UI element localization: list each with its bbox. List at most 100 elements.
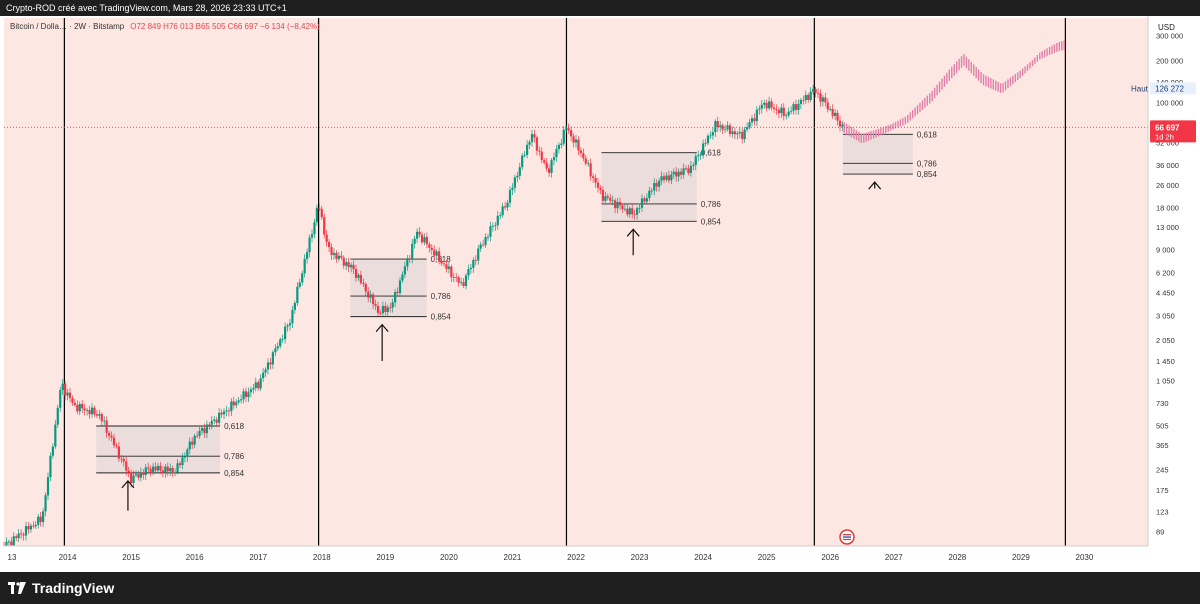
candle-body [504, 206, 507, 208]
time-axis-panel [0, 546, 1200, 572]
candle-body [90, 407, 94, 415]
candle-body [511, 187, 514, 190]
candle-body [396, 291, 399, 294]
candle-body [328, 241, 331, 248]
candle-body [203, 428, 206, 434]
candle-body [213, 419, 216, 421]
fib-level-label: 0,786 [917, 159, 938, 168]
candle-body [27, 526, 30, 530]
price-chart[interactable]: 0,618 0,786 0,854 0,618 0,786 0,854 0,618 0,786… [0, 16, 1200, 572]
candle-body [704, 143, 707, 145]
candle-body [95, 414, 98, 416]
candle-body [384, 306, 387, 312]
candle-body [623, 208, 626, 210]
candle-body [325, 234, 328, 242]
candle-body [232, 401, 235, 406]
candle-body [240, 399, 243, 401]
candle-body [159, 465, 162, 471]
candle-body [220, 412, 223, 415]
candle-body [606, 196, 609, 198]
year-tick-label: 2014 [59, 553, 77, 562]
candle-body [262, 372, 265, 379]
candle-body [242, 391, 245, 400]
year-tick-label: 2026 [821, 553, 839, 562]
candle-body [103, 420, 106, 422]
price-tick-label: 9 000 [1156, 246, 1175, 255]
candle-body [763, 102, 766, 105]
candle-body [147, 467, 150, 469]
candle-body [614, 200, 617, 209]
candle-body [638, 207, 641, 209]
flag-icon[interactable] [839, 529, 855, 545]
candle-body [636, 208, 639, 215]
candle-body [15, 536, 18, 538]
candle-body [452, 277, 455, 278]
candle-body [572, 136, 575, 143]
candle-body [640, 198, 644, 208]
candle-body [594, 177, 597, 183]
candle-body [288, 323, 292, 326]
candle-body [293, 303, 296, 310]
candle-body [670, 174, 673, 181]
candle-body [310, 234, 314, 238]
candle-body [127, 470, 130, 473]
candle-body [650, 190, 653, 192]
attribution-bar: Crypto-ROD créé avec TradingView.com, Ma… [0, 0, 1200, 16]
candle-body [753, 118, 756, 122]
candle-body [347, 262, 350, 268]
symbol-label[interactable]: Bitcoin / Dolla… · 2W · Bitstamp [10, 22, 125, 31]
candle-body [687, 168, 690, 174]
candle-body [379, 312, 382, 314]
candle-body [743, 129, 746, 140]
candle-body [342, 257, 345, 266]
candle-body [697, 155, 700, 157]
price-tick-label: 52 000 [1156, 139, 1179, 148]
candle-body [357, 274, 360, 278]
tradingview-logo[interactable]: TradingView [8, 576, 114, 600]
candle-body [186, 449, 189, 457]
candle-body [10, 541, 13, 546]
candle-body [782, 107, 785, 117]
candle-body [474, 259, 477, 261]
candle-body [665, 175, 668, 180]
candle-body [579, 150, 582, 154]
candle-body [482, 244, 485, 246]
candle-body [115, 445, 118, 447]
up-arrow-icon [121, 479, 135, 489]
candle-body [318, 207, 321, 209]
candle-body [210, 420, 213, 425]
candle-body [408, 258, 411, 260]
candle-body [702, 143, 705, 155]
candle-body [513, 177, 516, 188]
fib-level-label: 0,618 [701, 149, 722, 158]
tradingview-logo-icon [8, 582, 26, 595]
candle-body [692, 165, 695, 166]
candle-body [618, 201, 622, 206]
candle-body [748, 122, 751, 128]
fib-level-label: 0,786 [431, 292, 452, 301]
up-arrow-icon [375, 323, 389, 333]
candle-body [428, 244, 431, 248]
high-label: Haut [1131, 84, 1149, 93]
candle-body [731, 131, 734, 134]
candle-body [298, 282, 301, 287]
candle-body [166, 466, 169, 472]
candle-body [804, 94, 807, 101]
candle-body [819, 93, 822, 102]
candle-body [736, 133, 739, 135]
candle-body [78, 404, 81, 412]
year-tick-label: 2025 [758, 553, 776, 562]
candle-body [345, 262, 348, 266]
candle-body [775, 109, 778, 110]
candle-body [797, 103, 800, 110]
candle-body [335, 252, 338, 260]
candle-body [799, 99, 802, 104]
candle-body [530, 134, 534, 142]
candle-body [22, 534, 25, 536]
candle-body [156, 465, 160, 471]
price-tick-label: 6 200 [1156, 268, 1175, 277]
candle-body [516, 175, 519, 178]
price-tick-label: 13 000 [1156, 223, 1179, 232]
candle-body [403, 266, 406, 275]
candle-body [413, 238, 416, 244]
